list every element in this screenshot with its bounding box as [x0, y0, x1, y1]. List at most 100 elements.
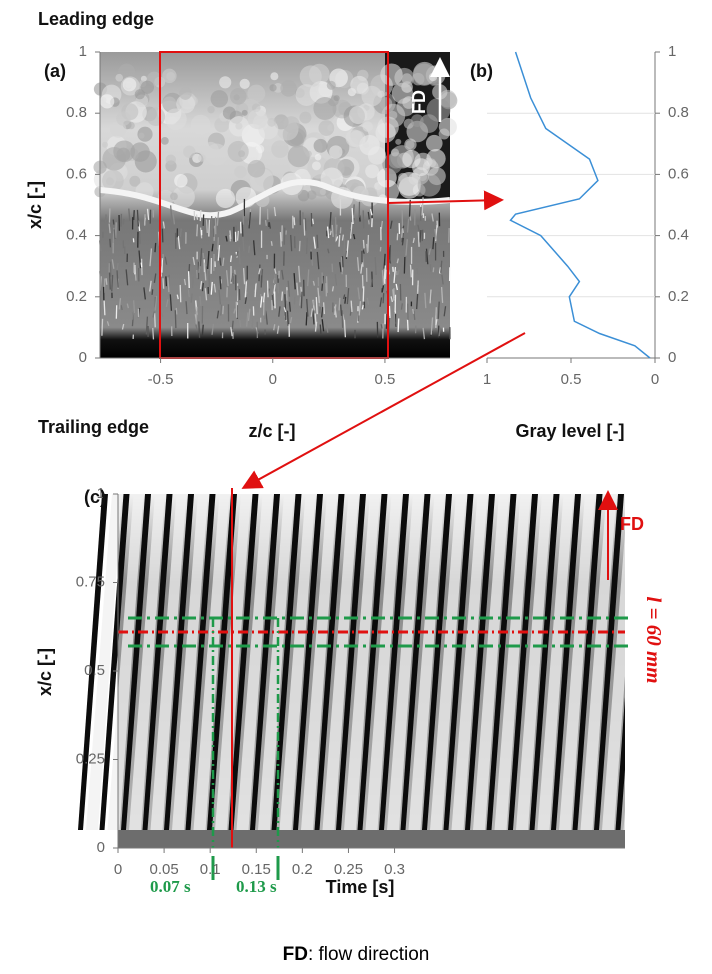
texture — [340, 257, 343, 275]
texture — [296, 282, 299, 296]
texture — [441, 274, 444, 285]
texture — [400, 303, 404, 310]
texture — [187, 289, 190, 298]
texture — [130, 142, 150, 162]
texture — [338, 297, 341, 311]
texture — [136, 209, 140, 227]
texture — [349, 222, 353, 239]
texture — [179, 87, 192, 100]
texture — [202, 252, 205, 259]
texture — [430, 291, 433, 301]
texture — [248, 245, 251, 253]
texture — [413, 310, 416, 320]
texture — [162, 221, 165, 229]
texture — [314, 153, 322, 161]
texture — [199, 296, 202, 307]
texture — [176, 94, 196, 114]
texture — [201, 324, 204, 336]
texture — [360, 264, 363, 274]
texture — [165, 108, 187, 130]
texture — [313, 96, 337, 121]
y-tick-label: 0.6 — [66, 165, 87, 182]
texture — [242, 268, 246, 285]
texture — [128, 208, 131, 221]
texture — [225, 235, 228, 242]
texture — [299, 296, 302, 306]
y-axis-label: x/c [-] — [35, 648, 55, 696]
texture — [390, 148, 400, 157]
stripe-light — [365, 494, 402, 830]
texture — [435, 307, 437, 321]
stripe-dark — [486, 494, 517, 830]
texture — [251, 317, 254, 329]
texture — [335, 236, 339, 241]
texture — [311, 161, 321, 171]
texture — [104, 214, 107, 223]
y-axis-label: x/c [-] — [25, 181, 45, 229]
stripe-light — [86, 494, 122, 830]
texture — [102, 141, 109, 148]
texture — [210, 281, 213, 295]
y-tick-label: 0 — [79, 349, 87, 366]
texture — [105, 278, 108, 285]
texture — [391, 82, 414, 104]
texture — [346, 240, 349, 258]
texture — [425, 134, 443, 152]
texture — [273, 324, 276, 331]
texture — [362, 286, 365, 302]
texture — [187, 271, 190, 289]
texture — [125, 269, 129, 286]
stripe-dark — [207, 494, 237, 830]
texture — [205, 143, 228, 166]
texture — [349, 105, 368, 125]
texture — [397, 318, 400, 333]
texture — [138, 250, 142, 269]
texture — [152, 327, 155, 340]
texture — [305, 237, 308, 254]
time-label: 0.07 s — [150, 877, 191, 896]
texture — [342, 294, 346, 300]
stripe-light — [129, 494, 165, 830]
texture — [307, 190, 317, 200]
stripe-light — [516, 494, 552, 830]
texture — [270, 72, 279, 81]
texture — [338, 235, 341, 247]
texture — [392, 289, 395, 301]
stripe-dark — [121, 494, 151, 830]
stripe-dark — [185, 494, 216, 830]
texture — [247, 84, 266, 103]
texture — [259, 296, 263, 308]
stripe-light — [258, 494, 294, 830]
y-tick-label: 1 — [79, 43, 87, 60]
texture — [331, 286, 335, 292]
texture — [287, 280, 291, 297]
x-tick-label: 0 — [269, 371, 277, 388]
stripe-light — [193, 494, 230, 830]
fd-label: FD — [409, 90, 429, 114]
texture — [426, 97, 451, 122]
texture — [300, 291, 303, 309]
texture — [228, 116, 250, 137]
stripe-dark — [78, 494, 108, 830]
x-tick-label: 0.2 — [292, 861, 313, 878]
texture — [219, 257, 222, 266]
texture — [443, 306, 447, 317]
texture — [264, 310, 267, 320]
texture — [262, 292, 266, 303]
texture — [321, 319, 325, 332]
texture — [134, 89, 146, 100]
y-tick-label: 0.8 — [668, 104, 689, 121]
texture — [126, 303, 129, 309]
texture — [357, 287, 361, 300]
texture — [140, 80, 155, 94]
x-tick-label: 0.5 — [561, 371, 582, 388]
texture — [305, 312, 308, 326]
stripe-light — [494, 494, 531, 830]
texture — [350, 75, 369, 94]
texture — [109, 238, 112, 248]
texture — [162, 96, 177, 111]
texture — [237, 285, 240, 302]
texture — [111, 274, 114, 292]
texture — [198, 321, 201, 338]
texture — [283, 116, 300, 133]
